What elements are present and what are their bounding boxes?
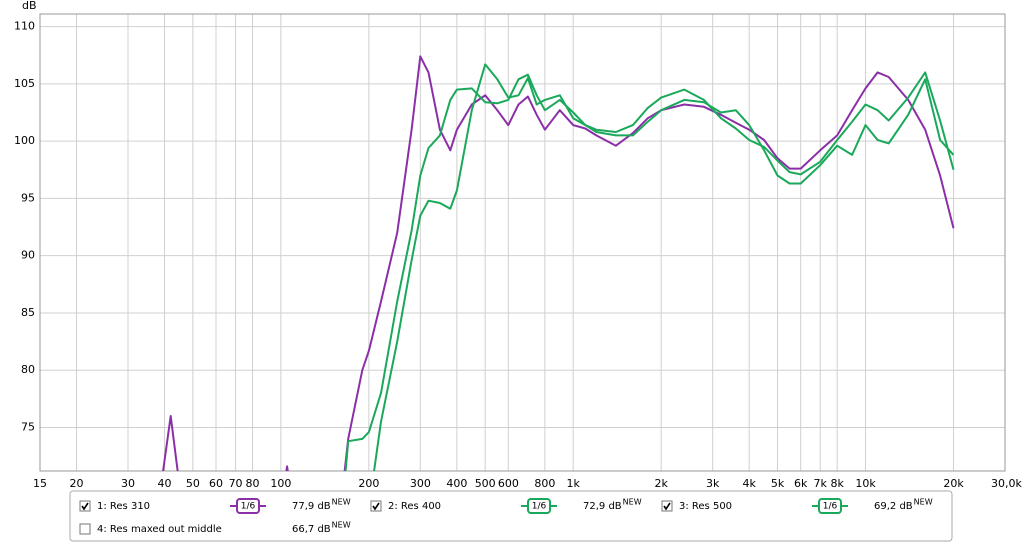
x-tick-label: 8k [831, 477, 845, 490]
x-tick-label: 50 [186, 477, 200, 490]
curve [162, 55, 955, 471]
legend-smoothing: 1/6 [241, 502, 256, 512]
legend-level: 66,7 dB [292, 524, 331, 535]
x-tick-label: 15 [33, 477, 47, 490]
x-tick-label: 7k [814, 477, 828, 490]
x-tick-label: 4k [743, 477, 757, 490]
y-tick-label: 110 [14, 20, 35, 33]
x-tick-label: 30,0k Hz [991, 477, 1024, 490]
legend [69, 490, 953, 542]
legend-level-note: NEW [332, 498, 351, 507]
legend-smoothing-box [818, 498, 842, 514]
legend-label: 4: Res maxed out middle [97, 524, 222, 535]
x-tick-label: 100 [270, 477, 291, 490]
x-tick-label: 5k [771, 477, 785, 490]
x-tick-label: 3k [706, 477, 720, 490]
x-tick-label: 2k [655, 477, 669, 490]
x-tick-label: 400 [446, 477, 467, 490]
x-tick-label: 6k [794, 477, 808, 490]
legend-check [663, 502, 671, 511]
y-tick-label: 85 [21, 306, 35, 319]
legend-level: 72,9 dB [583, 501, 622, 512]
x-tick-label: 1k [567, 477, 581, 490]
y-tick-label: 100 [14, 134, 35, 147]
x-tick-label: 500 [475, 477, 496, 490]
legend-level: 69,2 dB [874, 501, 913, 512]
y-tick-label: 80 [21, 363, 35, 376]
legend-check [372, 502, 380, 511]
y-tick-label: 105 [14, 77, 35, 90]
curve [344, 71, 955, 471]
x-tick-label: 70 [229, 477, 243, 490]
legend-label: 2: Res 400 [388, 501, 441, 512]
legend-level-note: NEW [914, 498, 933, 507]
legend-checkbox [661, 500, 673, 512]
y-tick-label: 75 [21, 420, 35, 433]
x-tick-label: 200 [358, 477, 379, 490]
y-axis-label: dB [22, 0, 37, 12]
x-tick-label: 300 [410, 477, 431, 490]
y-tick-label: 90 [21, 249, 35, 262]
legend-smoothing-box [527, 498, 551, 514]
x-tick-label: 40 [158, 477, 172, 490]
legend-level-note: NEW [332, 521, 351, 530]
legend-label: 1: Res 310 [97, 501, 150, 512]
legend-level: 77,9 dB [292, 501, 331, 512]
legend-level-note: NEW [623, 498, 642, 507]
x-tick-label: 80 [246, 477, 260, 490]
plot-area [39, 13, 1006, 472]
legend-check [81, 502, 89, 511]
legend-label: 3: Res 500 [679, 501, 732, 512]
x-tick-label: 800 [534, 477, 555, 490]
x-tick-label: 10k [855, 477, 876, 490]
x-tick-label: 600 [498, 477, 519, 490]
x-tick-label: 60 [209, 477, 223, 490]
y-tick-label: 95 [21, 191, 35, 204]
legend-checkbox [79, 500, 91, 512]
legend-checkbox [370, 500, 382, 512]
x-tick-label: 20k [943, 477, 964, 490]
x-tick-label: 20 [70, 477, 84, 490]
curve [373, 63, 955, 471]
curves [162, 55, 955, 471]
legend-smoothing: 1/6 [532, 502, 547, 512]
x-tick-label: 30 [121, 477, 135, 490]
legend-smoothing: 1/6 [823, 502, 838, 512]
legend-checkbox [79, 523, 91, 535]
legend-smoothing-box [236, 498, 260, 514]
